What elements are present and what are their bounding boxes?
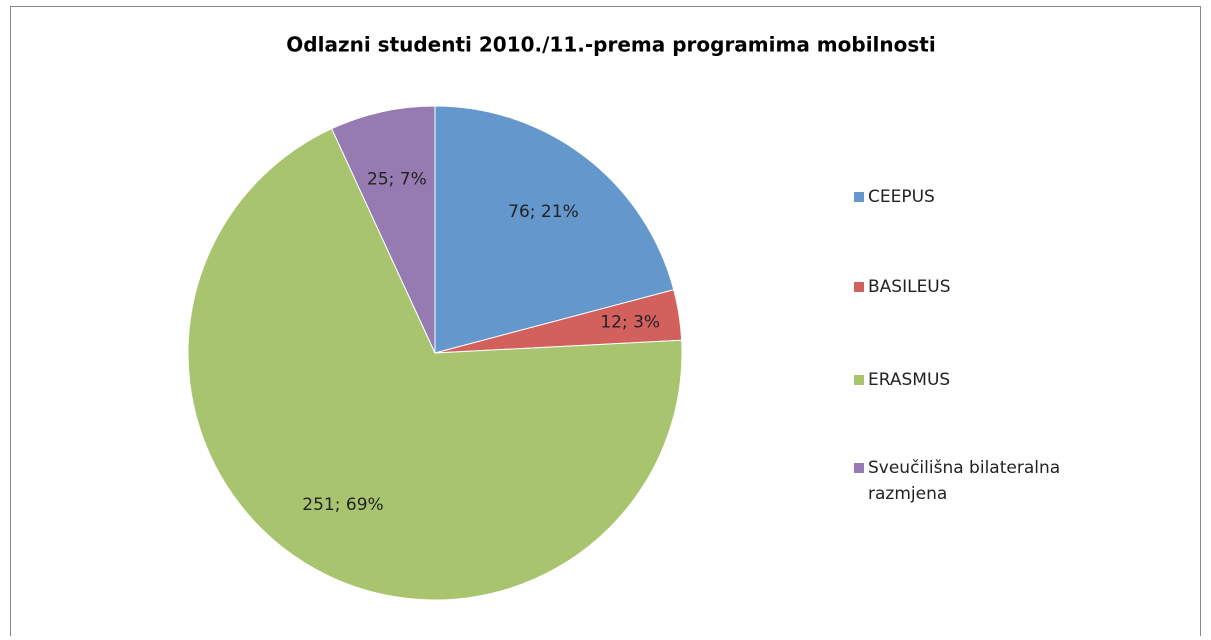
legend-label: Sveučilišna bilateralna razmjena <box>868 458 1061 504</box>
data-label: 25; 7% <box>367 169 427 189</box>
legend-entry: CEEPUS <box>868 187 935 207</box>
legend-label: ERASMUS <box>868 370 951 390</box>
data-label: 12; 3% <box>600 312 660 332</box>
legend-swatch <box>854 463 864 473</box>
legend-entry: ERASMUS <box>868 370 951 390</box>
legend-label: BASILEUS <box>868 277 951 297</box>
pie-slice <box>187 127 683 601</box>
pie-slice <box>331 105 436 354</box>
legend-entry: Sveučilišna bilateralna razmjena <box>868 458 1061 504</box>
pie-slice <box>434 105 675 354</box>
data-label: 251; 69% <box>302 495 383 515</box>
data-label: 76; 21% <box>508 202 579 222</box>
legend-label: CEEPUS <box>868 187 935 207</box>
legend-entry: BASILEUS <box>868 277 951 297</box>
legend-swatch <box>854 192 864 202</box>
chart-title: Odlazni studenti 2010./11.-prema program… <box>286 33 935 57</box>
legend-swatch <box>854 375 864 385</box>
legend-swatch <box>854 282 864 292</box>
